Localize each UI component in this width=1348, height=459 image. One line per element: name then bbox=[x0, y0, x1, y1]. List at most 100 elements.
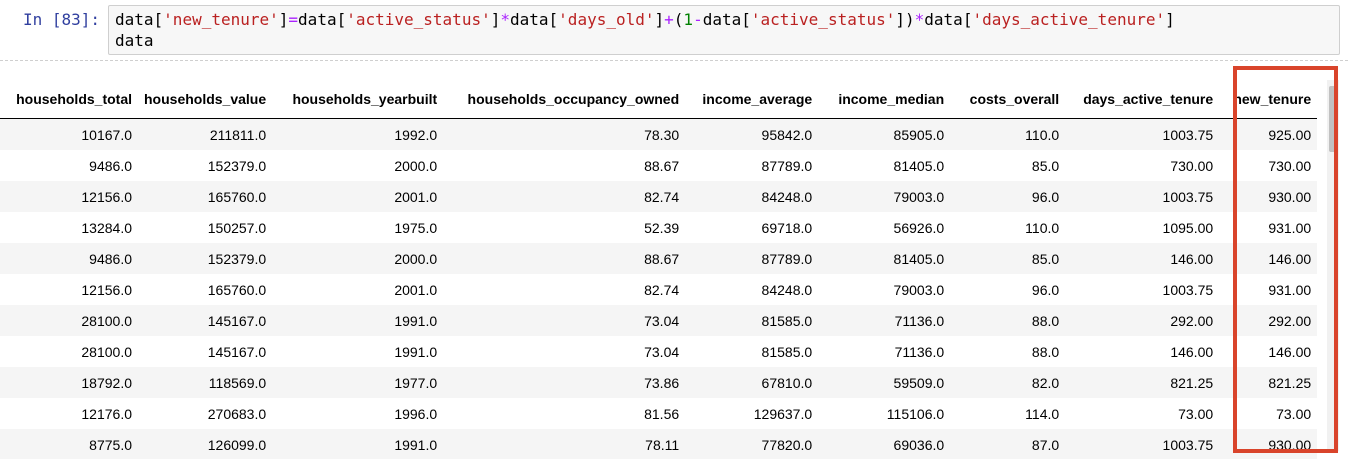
table-cell: 79003.0 bbox=[818, 181, 951, 212]
code-token: 1 bbox=[683, 10, 694, 29]
column-header-households-yearbuilt: households_yearbuilt bbox=[272, 80, 444, 119]
table-cell: 1095.00 bbox=[1065, 212, 1220, 243]
table-cell: 8775.0 bbox=[0, 429, 138, 459]
table-cell: 96.0 bbox=[950, 181, 1066, 212]
table-cell: 1975.0 bbox=[272, 212, 444, 243]
table-cell: 56926.0 bbox=[818, 212, 951, 243]
code-token: + bbox=[664, 10, 674, 29]
table-cell: 152379.0 bbox=[138, 243, 273, 274]
table-cell: 821.25 bbox=[1065, 367, 1220, 398]
table-cell: 165760.0 bbox=[138, 274, 273, 305]
code-token: 'new_tenure' bbox=[163, 10, 279, 29]
table-cell: 110.0 bbox=[950, 118, 1066, 150]
table-cell: 730.00 bbox=[1065, 150, 1220, 181]
column-header-households-total: households_total bbox=[0, 80, 138, 119]
table-cell: 73.00 bbox=[1219, 398, 1318, 429]
code-input[interactable]: data['new_tenure']=data['active_status']… bbox=[108, 5, 1340, 55]
code-token: 'active_status' bbox=[346, 10, 491, 29]
table-cell: 146.00 bbox=[1065, 243, 1220, 274]
code-token: [ bbox=[548, 10, 559, 29]
code-token: data bbox=[924, 10, 963, 29]
table-cell: 73.00 bbox=[1065, 398, 1220, 429]
code-token: * bbox=[500, 10, 510, 29]
code-token: 'days_active_tenure' bbox=[972, 10, 1166, 29]
table-cell: 82.74 bbox=[443, 274, 686, 305]
table-cell: 73.04 bbox=[443, 336, 686, 367]
table-row: 9486.0 152379.0 2000.0 88.67 87789.0 81405.0 8… bbox=[0, 243, 1318, 274]
code-token: ( bbox=[673, 10, 684, 29]
scrollbar-thumb[interactable] bbox=[1329, 86, 1338, 152]
table-cell: 12156.0 bbox=[0, 274, 138, 305]
table-cell: 82.0 bbox=[950, 367, 1066, 398]
table-cell: 146.00 bbox=[1065, 336, 1220, 367]
table-cell: 114.0 bbox=[950, 398, 1066, 429]
table-cell: 9486.0 bbox=[0, 150, 138, 181]
table-cell: 85905.0 bbox=[818, 118, 951, 150]
header-row: households_total households_value househol… bbox=[0, 80, 1318, 119]
table-cell: 126099.0 bbox=[138, 429, 273, 459]
table-cell: 152379.0 bbox=[138, 150, 273, 181]
code-token: data bbox=[298, 10, 337, 29]
column-header-costs-overall: costs_overall bbox=[950, 80, 1066, 119]
table-cell: 52.39 bbox=[443, 212, 686, 243]
code-token: = bbox=[288, 10, 299, 29]
table-cell: 82.74 bbox=[443, 181, 686, 212]
table-cell: 81405.0 bbox=[818, 243, 951, 274]
code-token: ] bbox=[278, 10, 289, 29]
table-cell: 270683.0 bbox=[138, 398, 273, 429]
table-cell: 211811.0 bbox=[138, 118, 273, 150]
table-cell: 2001.0 bbox=[272, 274, 444, 305]
table-cell: 84248.0 bbox=[685, 274, 819, 305]
table-row: 13284.0 150257.0 1975.0 52.39 69718.0 56926.0… bbox=[0, 212, 1318, 243]
table-cell: 145167.0 bbox=[138, 336, 273, 367]
table-row: 12176.0 270683.0 1996.0 81.56 129637.0 115106… bbox=[0, 398, 1318, 429]
table-cell: 18792.0 bbox=[0, 367, 138, 398]
table-cell: 2000.0 bbox=[272, 243, 444, 274]
table-cell: 1003.75 bbox=[1065, 181, 1220, 212]
column-header-new-tenure: new_tenure bbox=[1219, 80, 1318, 119]
table-cell: 69036.0 bbox=[818, 429, 951, 459]
table-cell: 13284.0 bbox=[0, 212, 138, 243]
table-cell: 1996.0 bbox=[272, 398, 444, 429]
table-cell: 1977.0 bbox=[272, 367, 444, 398]
table-cell: 78.11 bbox=[443, 429, 686, 459]
table-row: 12156.0 165760.0 2001.0 82.74 84248.0 79003.0… bbox=[0, 274, 1318, 305]
table-cell: 150257.0 bbox=[138, 212, 273, 243]
table-cell: 77820.0 bbox=[685, 429, 819, 459]
table-cell: 71136.0 bbox=[818, 336, 951, 367]
code-token: ] bbox=[490, 10, 501, 29]
column-header-days-active-tenure: days_active_tenure bbox=[1065, 80, 1220, 119]
table-row: 9486.0 152379.0 2000.0 88.67 87789.0 81405.0 8… bbox=[0, 150, 1318, 181]
table-cell: 96.0 bbox=[950, 274, 1066, 305]
code-token: 'days_old' bbox=[558, 10, 655, 29]
table-cell: 88.0 bbox=[950, 336, 1066, 367]
table-cell: 821.25 bbox=[1219, 367, 1318, 398]
table-cell: 129637.0 bbox=[685, 398, 819, 429]
code-token: - bbox=[693, 10, 703, 29]
table-cell: 1991.0 bbox=[272, 305, 444, 336]
table-cell: 81585.0 bbox=[685, 305, 819, 336]
table-cell: 81.56 bbox=[443, 398, 686, 429]
output-area: households_total households_value househol… bbox=[0, 80, 1334, 459]
table-cell: 69718.0 bbox=[685, 212, 819, 243]
table-cell: 85.0 bbox=[950, 150, 1066, 181]
table-cell: 930.00 bbox=[1219, 181, 1318, 212]
table-cell: 2000.0 bbox=[272, 150, 444, 181]
table-cell: 88.67 bbox=[443, 150, 686, 181]
table-cell: 930.00 bbox=[1219, 429, 1318, 459]
table-row: 12156.0 165760.0 2001.0 82.74 84248.0 79003.0… bbox=[0, 181, 1318, 212]
table-cell: 59509.0 bbox=[818, 367, 951, 398]
table-cell: 1992.0 bbox=[272, 118, 444, 150]
table-cell: 73.04 bbox=[443, 305, 686, 336]
code-token: [ bbox=[962, 10, 973, 29]
table-cell: 84248.0 bbox=[685, 181, 819, 212]
table-cell: 1991.0 bbox=[272, 336, 444, 367]
table-cell: 73.86 bbox=[443, 367, 686, 398]
table-cell: 88.0 bbox=[950, 305, 1066, 336]
code-token: [ bbox=[741, 10, 751, 29]
code-token: ] bbox=[654, 10, 665, 29]
table-cell: 925.00 bbox=[1219, 118, 1318, 150]
table-cell: 1003.75 bbox=[1065, 429, 1220, 459]
table-cell: 292.00 bbox=[1219, 305, 1318, 336]
table-cell: 1003.75 bbox=[1065, 118, 1220, 150]
